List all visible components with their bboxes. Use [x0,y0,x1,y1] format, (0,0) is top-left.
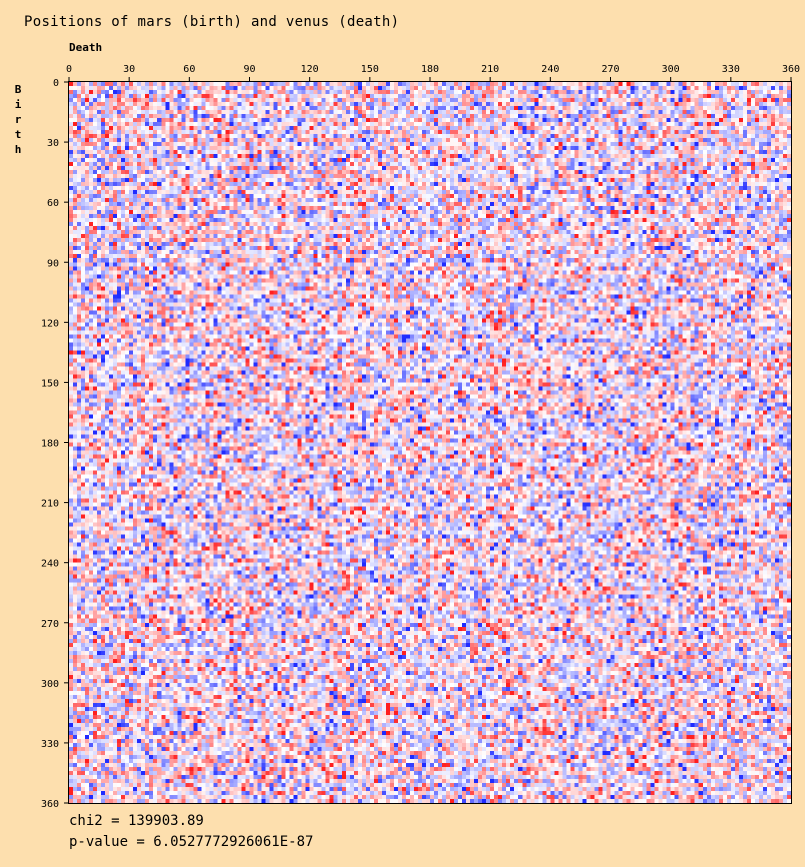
x-tick-label: 120 [301,64,319,75]
x-tick-label: 270 [601,64,619,75]
y-tick-label: 270 [41,619,59,630]
y-tick-label: 90 [47,258,59,269]
x-axis-ticks: 0 30 60 90 120 150 180 210 240 270 300 330 360 [66,64,800,82]
y-axis-title-letter: r [14,113,22,126]
x-tick-label: 300 [662,64,680,75]
x-tick-label: 30 [123,64,135,75]
x-tick-label: 210 [481,64,499,75]
x-tick-label: 150 [361,64,379,75]
chi2-value: chi2 = 139903.89 [69,813,204,829]
x-tick-label: 180 [421,64,439,75]
y-tick-label: 60 [47,198,59,209]
y-tick-label: 360 [41,799,59,810]
y-tick-label: 210 [41,499,59,510]
y-axis-ticks: 0 30 60 90 120 150 180 210 240 270 300 330 360 [41,78,69,810]
y-axis-title-letter: t [14,128,22,141]
x-tick-label: 90 [243,64,255,75]
y-tick-label: 180 [41,439,59,450]
y-axis-title-letter: h [14,143,22,156]
y-tick-label: 240 [41,559,59,570]
y-tick-label: 300 [41,679,59,690]
x-axis-title: Death [69,41,103,54]
heatmap-cells [69,82,791,803]
y-tick-label: 120 [41,318,59,329]
x-tick-label: 240 [541,64,559,75]
plot-border [68,81,792,804]
y-tick-label: 0 [53,78,59,89]
heatmap-cell-grid [69,82,791,803]
x-tick-label: 360 [782,64,800,75]
x-tick-label: 0 [66,64,72,75]
chart-title: Positions of mars (birth) and venus (dea… [24,14,400,30]
p-value: p-value = 6.0527772926061E-87 [69,834,314,850]
y-tick-label: 30 [47,138,59,149]
x-tick-label: 60 [183,64,195,75]
x-tick-label: 330 [722,64,740,75]
y-axis-title-letter: B [14,83,22,96]
y-tick-label: 330 [41,739,59,750]
y-axis-title-letter: i [14,98,22,111]
y-tick-label: 150 [41,378,59,389]
